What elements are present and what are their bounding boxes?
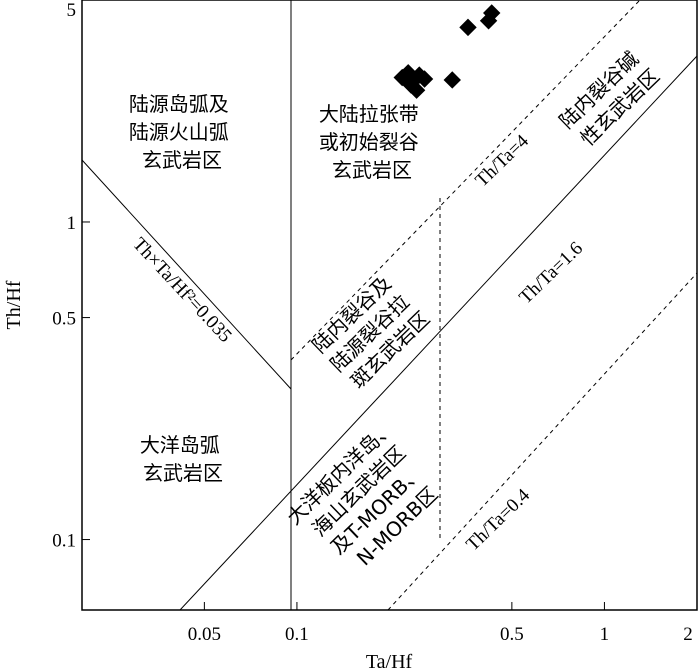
y-axis-ticks: 0.1 0.5 1 5 xyxy=(52,0,90,552)
x-tick-label: 0.5 xyxy=(500,624,524,645)
data-point-diamond xyxy=(407,81,426,99)
x-tick-label: 0.05 xyxy=(188,624,221,645)
data-point-diamond xyxy=(459,18,477,37)
y-tick-label: 5 xyxy=(67,0,77,21)
region-ocean-arc-line-1: 大洋岛弧 xyxy=(140,433,220,457)
region-arc-continental: 陆源岛弧及 陆源火山弧 玄武岩区 xyxy=(129,92,235,172)
data-point-diamond xyxy=(483,4,501,22)
th-ta-04-line xyxy=(387,272,697,610)
label-th-ta-16: Th/Ta=1.6 xyxy=(515,238,587,308)
y-axis-title: Th/Hf xyxy=(3,280,25,329)
x-axis-ticks: 0.05 0.1 0.5 1 2 xyxy=(188,602,698,645)
th-ta-16-line xyxy=(179,55,697,610)
boundary-lines xyxy=(82,0,697,610)
region-continental-rift-line-1: 大陆拉张带 xyxy=(319,102,419,126)
data-point-diamond xyxy=(415,70,434,88)
y-tick-label: 0.5 xyxy=(52,309,76,330)
region-arc-continental-line-1: 陆源岛弧及 xyxy=(129,92,229,116)
region-ocean-plate: 大洋板内洋岛、 海山玄武岩区 及T-MORB、 N-MORB区 xyxy=(282,410,458,585)
label-th-ta-4: Th/Ta=4 xyxy=(471,130,533,191)
region-arc-continental-line-2: 陆源火山弧 xyxy=(129,120,229,144)
y-tick-label: 1 xyxy=(67,213,77,234)
region-ocean-arc: 大洋岛弧 玄武岩区 xyxy=(140,433,226,485)
y-tick-label: 0.1 xyxy=(52,531,76,552)
region-intra-rift-tholeiite: 陆内裂谷及 陆源裂谷拉 斑玄武岩区 xyxy=(307,267,436,396)
x-tick-label: 0.1 xyxy=(285,624,309,645)
label-th-ta-04: Th/Ta=0.4 xyxy=(462,485,534,556)
x-tick-label: 1 xyxy=(600,624,610,645)
region-ocean-arc-line-2: 玄武岩区 xyxy=(143,461,223,485)
data-point-diamond xyxy=(443,71,461,89)
th-ta-4-line xyxy=(290,0,641,361)
x-tick-label: 2 xyxy=(683,624,693,645)
data-points xyxy=(393,4,501,99)
region-continental-rift-line-2: 或初始裂谷 xyxy=(319,130,419,154)
plot-frame xyxy=(81,0,698,611)
product-boundary-line xyxy=(82,159,292,390)
region-continental-rift-line-3: 玄武岩区 xyxy=(332,158,412,182)
label-product-line: Th×Ta/Hf²=0.035 xyxy=(128,234,235,347)
x-axis-title: Ta/Hf xyxy=(366,651,413,672)
region-intra-rift-alkaline: 陆内裂谷碱 性玄武岩区 xyxy=(554,42,666,153)
region-continental-rift: 大陆拉张带 或初始裂谷 玄武岩区 xyxy=(319,102,425,182)
region-arc-continental-line-3: 玄武岩区 xyxy=(142,148,222,172)
